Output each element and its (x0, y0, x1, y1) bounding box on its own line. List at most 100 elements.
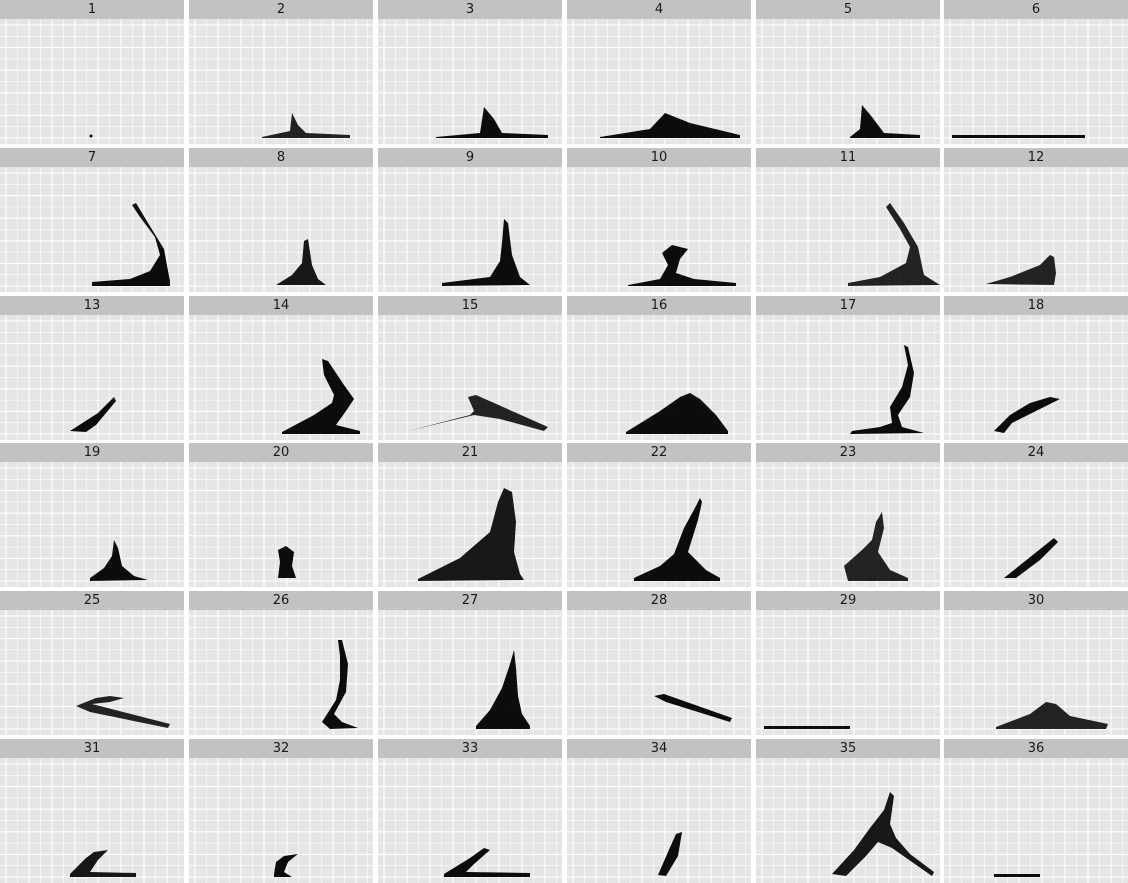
point-cloud (952, 135, 1085, 138)
facet-plot-area (0, 315, 184, 440)
facet-panel-14: 14 (189, 296, 373, 440)
facet-strip-label: 2 (189, 0, 373, 19)
facet-panel-6: 6 (944, 0, 1128, 144)
point-cloud (278, 546, 296, 578)
facet-plot-svg (378, 167, 562, 292)
facet-panel-19: 19 (0, 443, 184, 587)
facet-panel-20: 20 (189, 443, 373, 587)
facet-plot-svg (0, 315, 184, 440)
facet-plot-area (944, 19, 1128, 144)
facet-plot-area (189, 19, 373, 144)
facet-strip-label: 35 (756, 739, 940, 758)
facet-plot-svg (0, 610, 184, 735)
facet-panel-25: 25 (0, 591, 184, 735)
point-cloud (418, 488, 524, 581)
point-cloud (986, 255, 1056, 285)
facet-plot-svg (756, 462, 940, 587)
point-cloud (994, 874, 1040, 877)
facet-plot-area (756, 315, 940, 440)
point-cloud (70, 850, 136, 877)
facet-panel-33: 33 (378, 739, 562, 883)
facet-plot-svg (567, 19, 751, 144)
facet-strip-label: 25 (0, 591, 184, 610)
facet-plot-svg (756, 167, 940, 292)
point-cloud (600, 113, 740, 138)
facet-plot-area (378, 610, 562, 735)
facet-plot-svg (378, 610, 562, 735)
facet-strip-label: 20 (189, 443, 373, 462)
facet-panel-11: 11 (756, 148, 940, 292)
facet-panel-17: 17 (756, 296, 940, 440)
facet-strip-label: 23 (756, 443, 940, 462)
point-cloud (626, 393, 728, 434)
facet-plot-area (378, 758, 562, 883)
facet-strip-label: 21 (378, 443, 562, 462)
facet-panel-21: 21 (378, 443, 562, 587)
facet-plot-svg (944, 19, 1128, 144)
facet-plot-area (189, 462, 373, 587)
point-cloud (444, 848, 530, 877)
facet-strip-label: 14 (189, 296, 373, 315)
facet-strip-label: 16 (567, 296, 751, 315)
facet-plot-area (944, 167, 1128, 292)
facet-plot-svg (0, 758, 184, 883)
facet-plot-svg (944, 758, 1128, 883)
facet-plot-svg (756, 19, 940, 144)
facet-plot-area (189, 610, 373, 735)
facet-panel-15: 15 (378, 296, 562, 440)
facet-strip-label: 27 (378, 591, 562, 610)
facet-panel-13: 13 (0, 296, 184, 440)
facet-plot-svg (378, 19, 562, 144)
facet-strip-label: 31 (0, 739, 184, 758)
point-cloud (654, 694, 732, 722)
facet-strip-label: 24 (944, 443, 1128, 462)
facet-plot-svg (189, 462, 373, 587)
facet-panel-29: 29 (756, 591, 940, 735)
facet-strip-label: 28 (567, 591, 751, 610)
point-cloud (994, 397, 1060, 433)
point-cloud (276, 239, 326, 285)
facet-plot-svg (189, 19, 373, 144)
facet-plot-svg (567, 315, 751, 440)
facet-strip-label: 36 (944, 739, 1128, 758)
point-cloud (476, 650, 530, 729)
facet-strip-label: 1 (0, 0, 184, 19)
facet-plot-svg (0, 19, 184, 144)
facet-plot-svg (378, 758, 562, 883)
facet-plot-svg (567, 758, 751, 883)
point-cloud (850, 345, 924, 434)
point-cloud (262, 113, 350, 138)
facet-plot-svg (189, 315, 373, 440)
facet-panel-24: 24 (944, 443, 1128, 587)
facet-panel-7: 7 (0, 148, 184, 292)
point-cloud (850, 105, 920, 138)
facet-plot-area (756, 19, 940, 144)
point-cloud (322, 640, 358, 729)
facet-plot-area (944, 315, 1128, 440)
facet-plot-area (189, 315, 373, 440)
point-cloud (764, 726, 850, 729)
facet-panel-9: 9 (378, 148, 562, 292)
facet-strip-label: 26 (189, 591, 373, 610)
facet-strip-label: 17 (756, 296, 940, 315)
facet-panel-16: 16 (567, 296, 751, 440)
point-cloud (90, 540, 148, 581)
facet-plot-svg (189, 758, 373, 883)
facet-plot-svg (378, 315, 562, 440)
facet-strip-label: 7 (0, 148, 184, 167)
facet-strip-label: 13 (0, 296, 184, 315)
facet-plot-area (0, 167, 184, 292)
facet-plot-svg (944, 167, 1128, 292)
point-cloud (408, 395, 548, 431)
facet-panel-22: 22 (567, 443, 751, 587)
facet-plot-area (567, 610, 751, 735)
facet-strip-label: 12 (944, 148, 1128, 167)
facet-plot-area (944, 610, 1128, 735)
point-cloud (996, 702, 1108, 729)
facet-panel-30: 30 (944, 591, 1128, 735)
facet-plot-area (944, 462, 1128, 587)
facet-plot-area (756, 167, 940, 292)
facet-plot-svg (189, 167, 373, 292)
facet-strip-label: 15 (378, 296, 562, 315)
